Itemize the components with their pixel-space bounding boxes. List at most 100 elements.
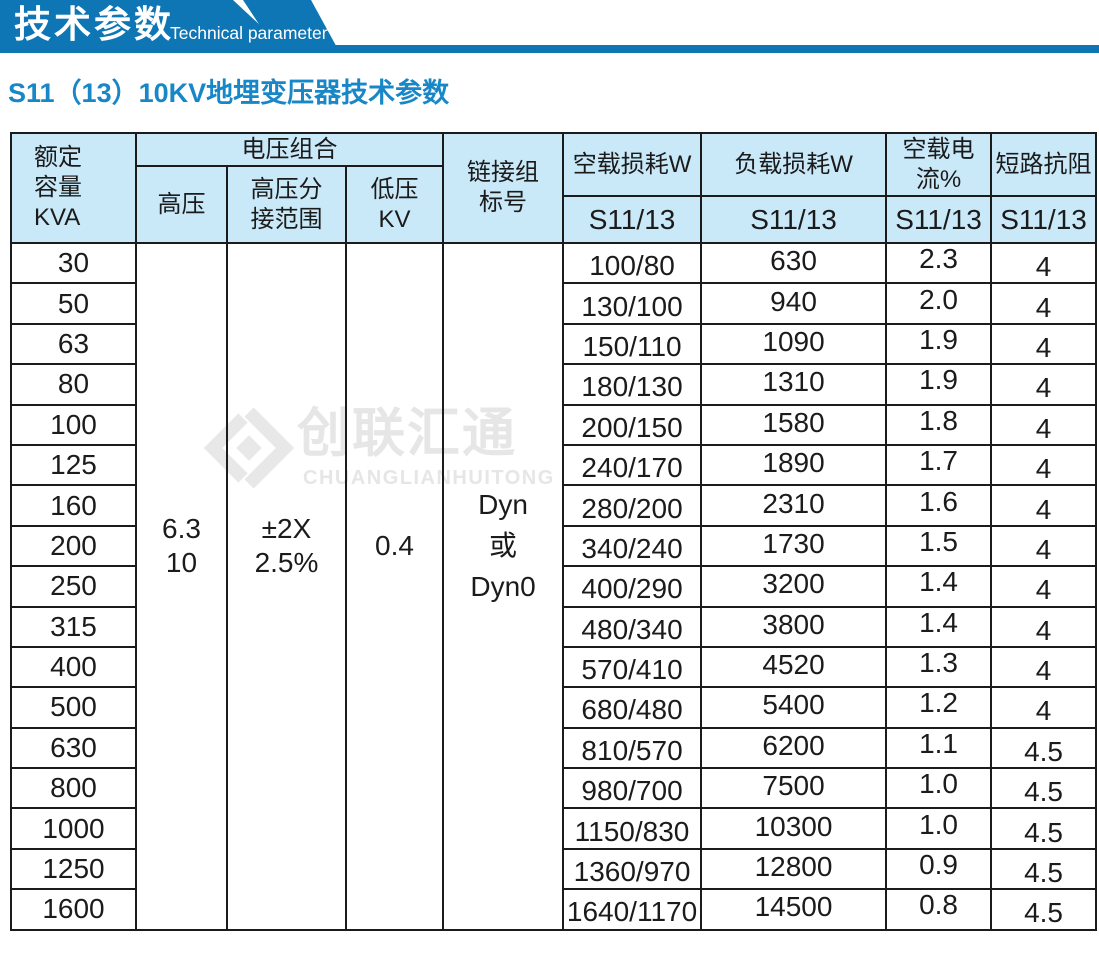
merged-cell-vector-group: Dyn 或 Dyn0 [442, 242, 565, 931]
cell-no-load-loss: 480/340 [562, 605, 703, 648]
cell-load-loss: 940 [700, 282, 888, 325]
page-title: S11（13）10KV地埋变压器技术参数 [8, 78, 450, 108]
cell-no-load-loss: 1150/830 [562, 807, 703, 850]
banner-main-shape [0, 0, 290, 53]
cell-load-loss: 5400 [700, 686, 888, 729]
cell-impedance: 4 [990, 322, 1098, 366]
cell-kva: 1000 [10, 807, 137, 850]
cell-no-load-current: 1.5 [885, 524, 993, 568]
cell-load-loss: 1890 [700, 443, 888, 487]
table-row: 250 400/290 3200 1.4 4 [10, 565, 1098, 608]
merged-cell-vector-group-text: Dyn 或 Dyn0 [470, 489, 536, 602]
cell-load-loss: 2310 [700, 484, 888, 527]
table-row: 500 680/480 5400 1.2 4 [10, 686, 1098, 729]
cell-impedance: 4.5 [990, 847, 1098, 891]
cell-load-loss: 1310 [700, 363, 888, 406]
cell-no-load-loss: 680/480 [562, 686, 703, 729]
cell-impedance: 4 [990, 443, 1098, 487]
header-model-no-load-loss: S11/13 [562, 195, 703, 244]
header-model-impedance: S11/13 [990, 195, 1098, 244]
cell-no-load-current: 1.2 [885, 686, 993, 729]
cell-impedance: 4 [990, 524, 1098, 568]
cell-impedance: 4 [990, 605, 1098, 648]
table-body: 30 6.3 10 ±2X 2.5% 0.4 Dyn 或 Dyn0 100/80 630… [10, 241, 1098, 931]
cell-kva: 125 [10, 443, 137, 487]
cell-kva: 315 [10, 605, 137, 648]
cell-load-loss: 6200 [700, 726, 888, 770]
header-load-loss: 负载损耗W [700, 132, 888, 197]
header-hv: 高压 [135, 165, 228, 244]
cell-load-loss: 3800 [700, 605, 888, 648]
header-lv: 低压 KV [344, 165, 445, 244]
cell-kva: 100 [10, 403, 137, 446]
cell-kva: 63 [10, 322, 137, 366]
cell-no-load-current: 1.3 [885, 645, 993, 689]
header-rated-capacity: 额定 容量 KVA [10, 132, 137, 244]
cell-kva: 400 [10, 645, 137, 689]
cell-no-load-loss: 100/80 [562, 241, 703, 285]
cell-no-load-loss: 1360/970 [562, 847, 703, 891]
cell-impedance: 4.5 [990, 888, 1098, 931]
cell-load-loss: 3200 [700, 565, 888, 608]
cell-kva: 50 [10, 282, 137, 325]
table-row: 1250 1360/970 12800 0.9 4.5 [10, 847, 1098, 891]
table-row: 80 180/130 1310 1.9 4 [10, 363, 1098, 406]
cell-no-load-loss: 570/410 [562, 645, 703, 689]
cell-load-loss: 12800 [700, 847, 888, 891]
cell-impedance: 4 [990, 241, 1098, 285]
cell-kva: 500 [10, 686, 137, 729]
cell-kva: 1600 [10, 888, 137, 931]
cell-kva: 250 [10, 565, 137, 608]
table-row: 160 280/200 2310 1.6 4 [10, 484, 1098, 527]
table-row: 315 480/340 3800 1.4 4 [10, 605, 1098, 648]
cell-impedance: 4 [990, 565, 1098, 608]
merged-cell-hv-tap: ±2X 2.5% [226, 242, 347, 931]
table-header: 额定 容量 KVA 电压组合 链接组 标号 空载损耗W 负载损耗W 空载电流% … [10, 132, 1098, 244]
table-row: 30 6.3 10 ±2X 2.5% 0.4 Dyn 或 Dyn0 100/80 630… [10, 241, 1098, 931]
cell-load-loss: 630 [700, 241, 888, 285]
table-row: 50 130/100 940 2.0 4 [10, 282, 1098, 325]
merged-cell-lv-text: 0.4 [375, 530, 414, 562]
cell-no-load-current: 1.1 [885, 726, 993, 770]
merged-cell-lv: 0.4 [344, 242, 445, 931]
cell-load-loss: 1580 [700, 403, 888, 446]
banner: 技术参数 Technical parameter [0, 0, 1099, 53]
cell-kva: 630 [10, 726, 137, 770]
header-hv-tap: 高压分 接范围 [226, 165, 347, 244]
cell-no-load-current: 1.0 [885, 767, 993, 810]
cell-no-load-current: 1.7 [885, 443, 993, 487]
cell-load-loss: 1090 [700, 322, 888, 366]
cell-no-load-current: 1.9 [885, 322, 993, 366]
table-row: 630 810/570 6200 1.1 4.5 [10, 726, 1098, 770]
cell-no-load-current: 1.6 [885, 484, 993, 527]
header-impedance: 短路抗阻 [990, 132, 1098, 197]
header-no-load-current: 空载电流% [885, 132, 993, 197]
cell-kva: 1250 [10, 847, 137, 891]
table-row: 400 570/410 4520 1.3 4 [10, 645, 1098, 689]
header-model-load-loss: S11/13 [700, 195, 888, 244]
cell-no-load-loss: 240/170 [562, 443, 703, 487]
cell-no-load-loss: 130/100 [562, 282, 703, 325]
table-row: 125 240/170 1890 1.7 4 [10, 443, 1098, 487]
cell-kva: 160 [10, 484, 137, 527]
cell-no-load-current: 1.8 [885, 403, 993, 446]
cell-no-load-current: 0.8 [885, 888, 993, 931]
cell-no-load-current: 2.0 [885, 282, 993, 325]
cell-no-load-loss: 980/700 [562, 767, 703, 810]
cell-no-load-current: 1.9 [885, 363, 993, 406]
cell-no-load-loss: 340/240 [562, 524, 703, 568]
cell-load-loss: 14500 [700, 888, 888, 931]
table-row: 100 200/150 1580 1.8 4 [10, 403, 1098, 446]
cell-impedance: 4 [990, 363, 1098, 406]
cell-impedance: 4 [990, 282, 1098, 325]
cell-kva: 200 [10, 524, 137, 568]
cell-impedance: 4 [990, 645, 1098, 689]
cell-impedance: 4 [990, 484, 1098, 527]
cell-load-loss: 7500 [700, 767, 888, 810]
cell-kva: 30 [10, 241, 137, 285]
table-row: 63 150/110 1090 1.9 4 [10, 322, 1098, 366]
cell-no-load-current: 1.4 [885, 565, 993, 608]
cell-no-load-current: 2.3 [885, 241, 993, 285]
cell-impedance: 4 [990, 686, 1098, 729]
